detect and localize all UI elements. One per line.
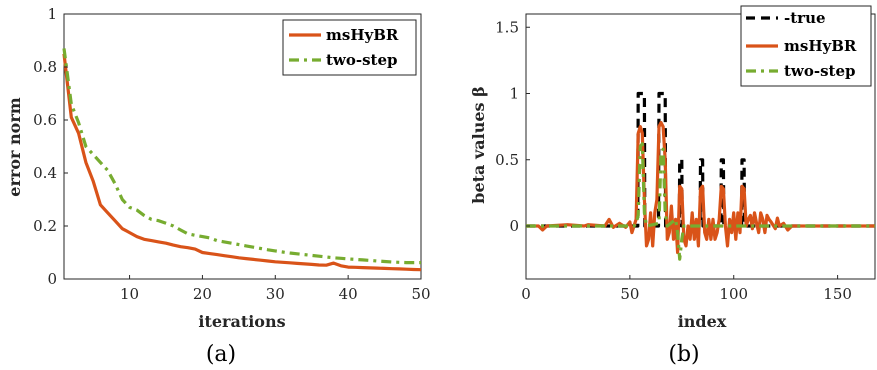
chart-b-x-tick-label: 50 (620, 285, 639, 303)
chart-a-y-tick-label: 1 (47, 5, 57, 23)
chart-a-x-tick-label: 10 (120, 285, 139, 303)
chart-a-caption: (a) (206, 342, 236, 367)
chart-b-legend-label-mshybr: msHyBR (784, 37, 857, 55)
chart-b-ticks: 0 50 100 150 0 0.5 1 1.5 (495, 18, 852, 303)
chart-a-legend-label-mshybr: msHyBR (326, 26, 399, 44)
chart-b-legend: -true msHyBR two-step (740, 5, 872, 87)
chart-b-series-line-two-step (526, 142, 875, 261)
chart-a-x-axis-label: iterations (198, 312, 285, 331)
chart-b-series-line-mshybr (526, 121, 875, 255)
chart-a-series-line-mshybr (62, 53, 422, 272)
chart-b-y-tick-label: 0 (509, 217, 519, 235)
chart-a: 10 20 30 40 50 0 0.2 0.4 0.6 0.8 1 iterations erro… (5, 5, 431, 367)
chart-a-x-tick-label: 20 (193, 285, 212, 303)
chart-a-x-tick-label: 30 (266, 285, 285, 303)
chart-a-x-tick-label: 50 (411, 285, 430, 303)
chart-a-legend: msHyBR two-step (282, 19, 417, 76)
chart-b-x-tick-label: 0 (521, 285, 531, 303)
chart-a-y-tick-label: 0.4 (33, 164, 57, 182)
chart-b-legend-label-two-step: two-step (784, 62, 855, 80)
chart-a-series-line-two-step (62, 48, 421, 265)
chart-b-x-axis-label: index (678, 312, 727, 331)
chart-a-y-tick-label: 0.2 (33, 217, 57, 235)
chart-a-y-tick-label: 0.8 (33, 58, 57, 76)
chart-b-y-axis-label: beta values β (469, 86, 488, 203)
chart-b-y-tick-label: 1 (509, 85, 519, 103)
chart-b-y-tick-label: 1.5 (495, 18, 519, 36)
chart-b: 0 50 100 150 0 0.5 1 1.5 index beta values β -t… (469, 5, 876, 367)
chart-a-y-tick-label: 0 (47, 270, 57, 288)
chart-b-caption: (b) (668, 342, 699, 367)
chart-b-x-tick-label: 100 (719, 285, 748, 303)
chart-a-y-axis-label: error norm (5, 97, 24, 196)
chart-a-ticks: 10 20 30 40 50 0 0.2 0.4 0.6 0.8 1 (33, 5, 430, 303)
chart-b-x-tick-label: 150 (823, 285, 852, 303)
chart-a-legend-label-two-step: two-step (326, 51, 397, 69)
chart-b-legend-label-true-text: true (790, 9, 825, 27)
chart-b-y-tick-label: 0.5 (495, 151, 519, 169)
chart-b-legend-label-true: -true (784, 9, 826, 27)
chart-a-x-tick-label: 40 (339, 285, 358, 303)
chart-a-series-layer (62, 48, 422, 272)
chart-b-series-layer (526, 91, 875, 261)
chart-a-y-tick-label: 0.6 (33, 111, 57, 129)
chart-a-legend-box (282, 19, 417, 76)
